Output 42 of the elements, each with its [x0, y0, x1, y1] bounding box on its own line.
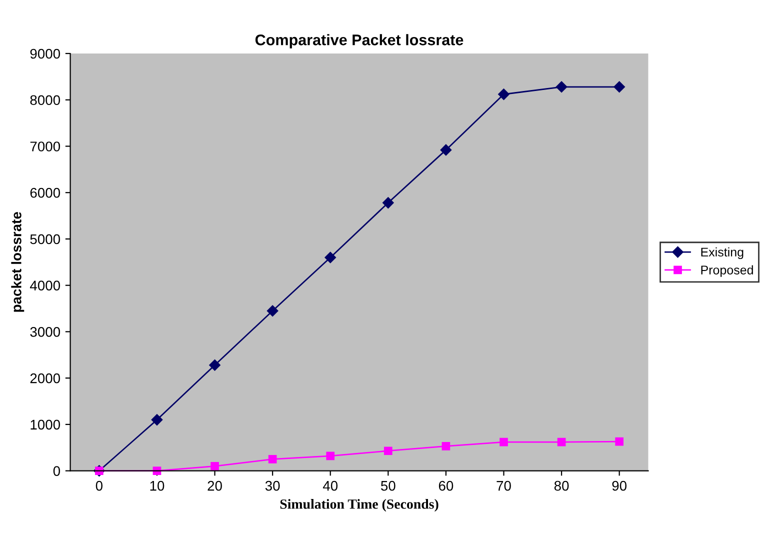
point: [440, 144, 452, 156]
point: [324, 252, 336, 264]
legend-label: Proposed: [701, 265, 753, 277]
y-tick-label: 7000: [30, 142, 60, 152]
point: [498, 88, 510, 100]
point: [151, 414, 163, 426]
x-tick-label: 20: [208, 480, 222, 491]
point: [556, 81, 568, 92]
point: [384, 446, 392, 456]
x-tick-label: 90: [612, 480, 627, 491]
y-tick-label: 0: [53, 466, 60, 476]
y-tick-label: 2000: [30, 373, 60, 384]
point: [209, 359, 220, 371]
y-tick-label: 9000: [30, 48, 60, 59]
y-tick-label: 4000: [30, 280, 60, 291]
point: [382, 197, 394, 208]
point: [326, 452, 335, 460]
y-axis-title: packet lossrate: [11, 212, 24, 312]
x-tick-label: 50: [380, 480, 396, 491]
x-tick-label: 10: [150, 480, 164, 491]
x-tick-label: 80: [554, 480, 569, 491]
x-tick-label: 40: [322, 480, 338, 491]
x-tick-label: 30: [265, 480, 280, 491]
legend-label: Existing: [701, 247, 744, 260]
x-axis-title: Simulation Time (Seconds): [280, 499, 438, 512]
y-tick-label: 5000: [30, 234, 60, 244]
y-tick-label: 3000: [30, 327, 60, 337]
x-tick-label: 70: [496, 480, 511, 491]
point: [557, 438, 566, 446]
point: [268, 455, 277, 464]
point: [266, 305, 278, 316]
point: [442, 442, 450, 450]
y-tick-label: 1000: [30, 420, 60, 430]
point: [500, 438, 508, 446]
x-tick-label: 60: [438, 480, 454, 491]
chart-title: Comparative Packet lossrate: [255, 34, 464, 48]
x-tick-label: 0: [96, 480, 103, 491]
point: [615, 437, 624, 446]
point: [210, 462, 219, 470]
point: [614, 81, 625, 92]
y-tick-label: 6000: [30, 188, 60, 198]
y-tick-label: 8000: [30, 95, 60, 106]
